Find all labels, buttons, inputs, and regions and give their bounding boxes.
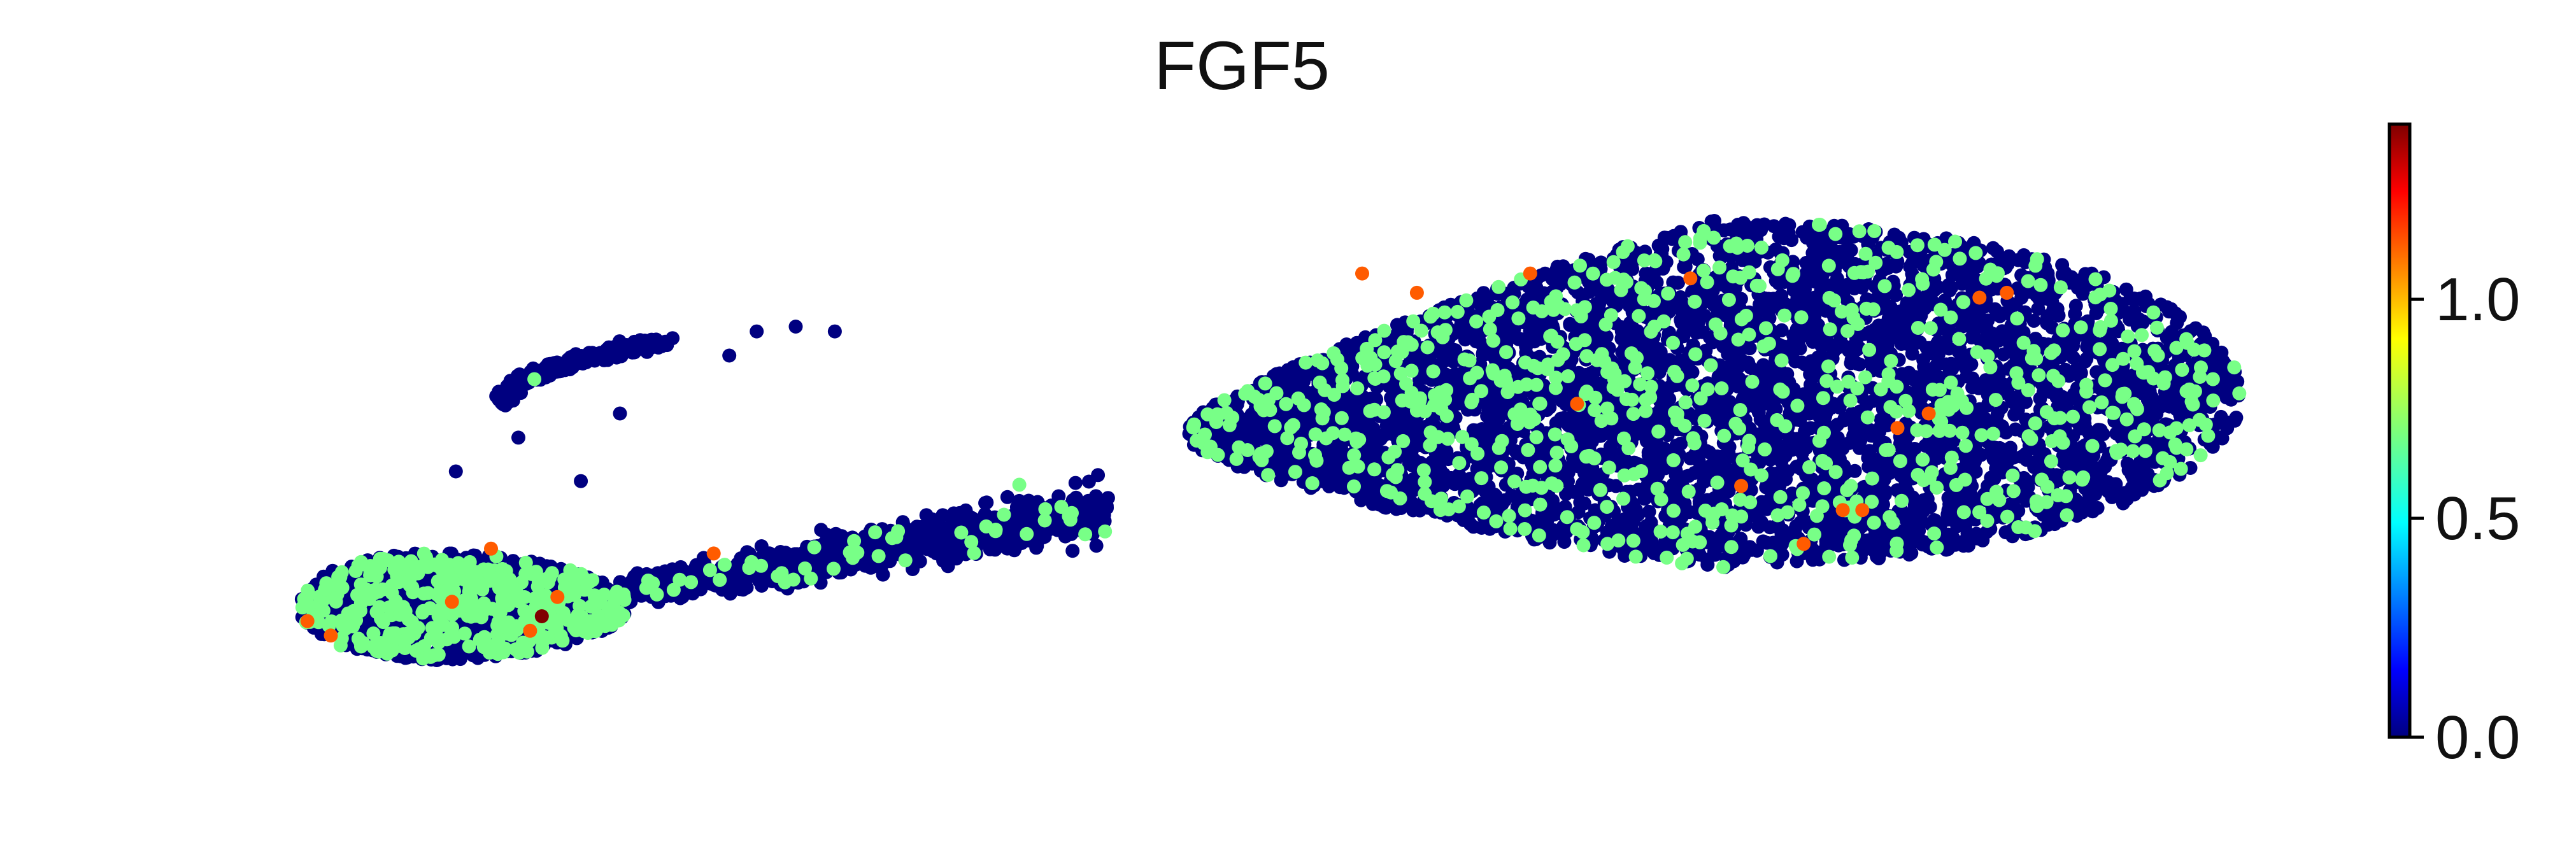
data-point xyxy=(639,337,653,351)
data-point xyxy=(613,406,627,421)
data-point xyxy=(1058,526,1073,541)
data-point xyxy=(827,324,842,339)
data-point xyxy=(776,554,791,569)
data-point xyxy=(507,381,522,395)
data-point xyxy=(923,538,938,553)
data-point xyxy=(958,503,973,518)
data-point xyxy=(506,554,520,569)
data-point xyxy=(510,369,525,383)
data-point xyxy=(448,464,463,479)
data-point xyxy=(1547,507,1562,522)
data-point xyxy=(1009,505,1023,520)
data-point xyxy=(1012,493,1027,508)
scatter-points xyxy=(294,214,2247,667)
data-point xyxy=(979,495,994,510)
data-point xyxy=(755,579,769,593)
data-point xyxy=(1081,474,1096,489)
data-point xyxy=(575,356,590,371)
data-point xyxy=(511,430,525,445)
data-point xyxy=(946,511,960,526)
data-point xyxy=(1065,544,1080,558)
data-point xyxy=(936,553,951,568)
data-point xyxy=(949,551,964,566)
data-point xyxy=(1660,383,1675,397)
data-point xyxy=(919,508,934,523)
data-point xyxy=(1089,539,1104,553)
data-point xyxy=(1100,491,1115,505)
data-point xyxy=(931,516,946,530)
data-point xyxy=(1476,286,1491,300)
data-point xyxy=(1080,496,1095,511)
data-point xyxy=(913,554,927,569)
data-point xyxy=(613,347,628,362)
data-point xyxy=(1068,476,1083,490)
data-point xyxy=(2220,421,2235,435)
data-point xyxy=(988,542,1002,557)
data-point xyxy=(2079,351,2094,366)
chart-title: FGF5 xyxy=(1154,27,1330,104)
data-point xyxy=(550,355,564,370)
data-point xyxy=(966,516,981,531)
data-point xyxy=(1086,512,1101,527)
data-point xyxy=(2003,441,2017,455)
data-point xyxy=(722,348,737,363)
data-point xyxy=(795,547,809,562)
data-point xyxy=(1051,489,1066,504)
data-point xyxy=(1035,530,1050,545)
data-point xyxy=(574,474,588,488)
data-point xyxy=(498,398,513,413)
data-point xyxy=(750,324,764,339)
data-point xyxy=(788,320,803,334)
